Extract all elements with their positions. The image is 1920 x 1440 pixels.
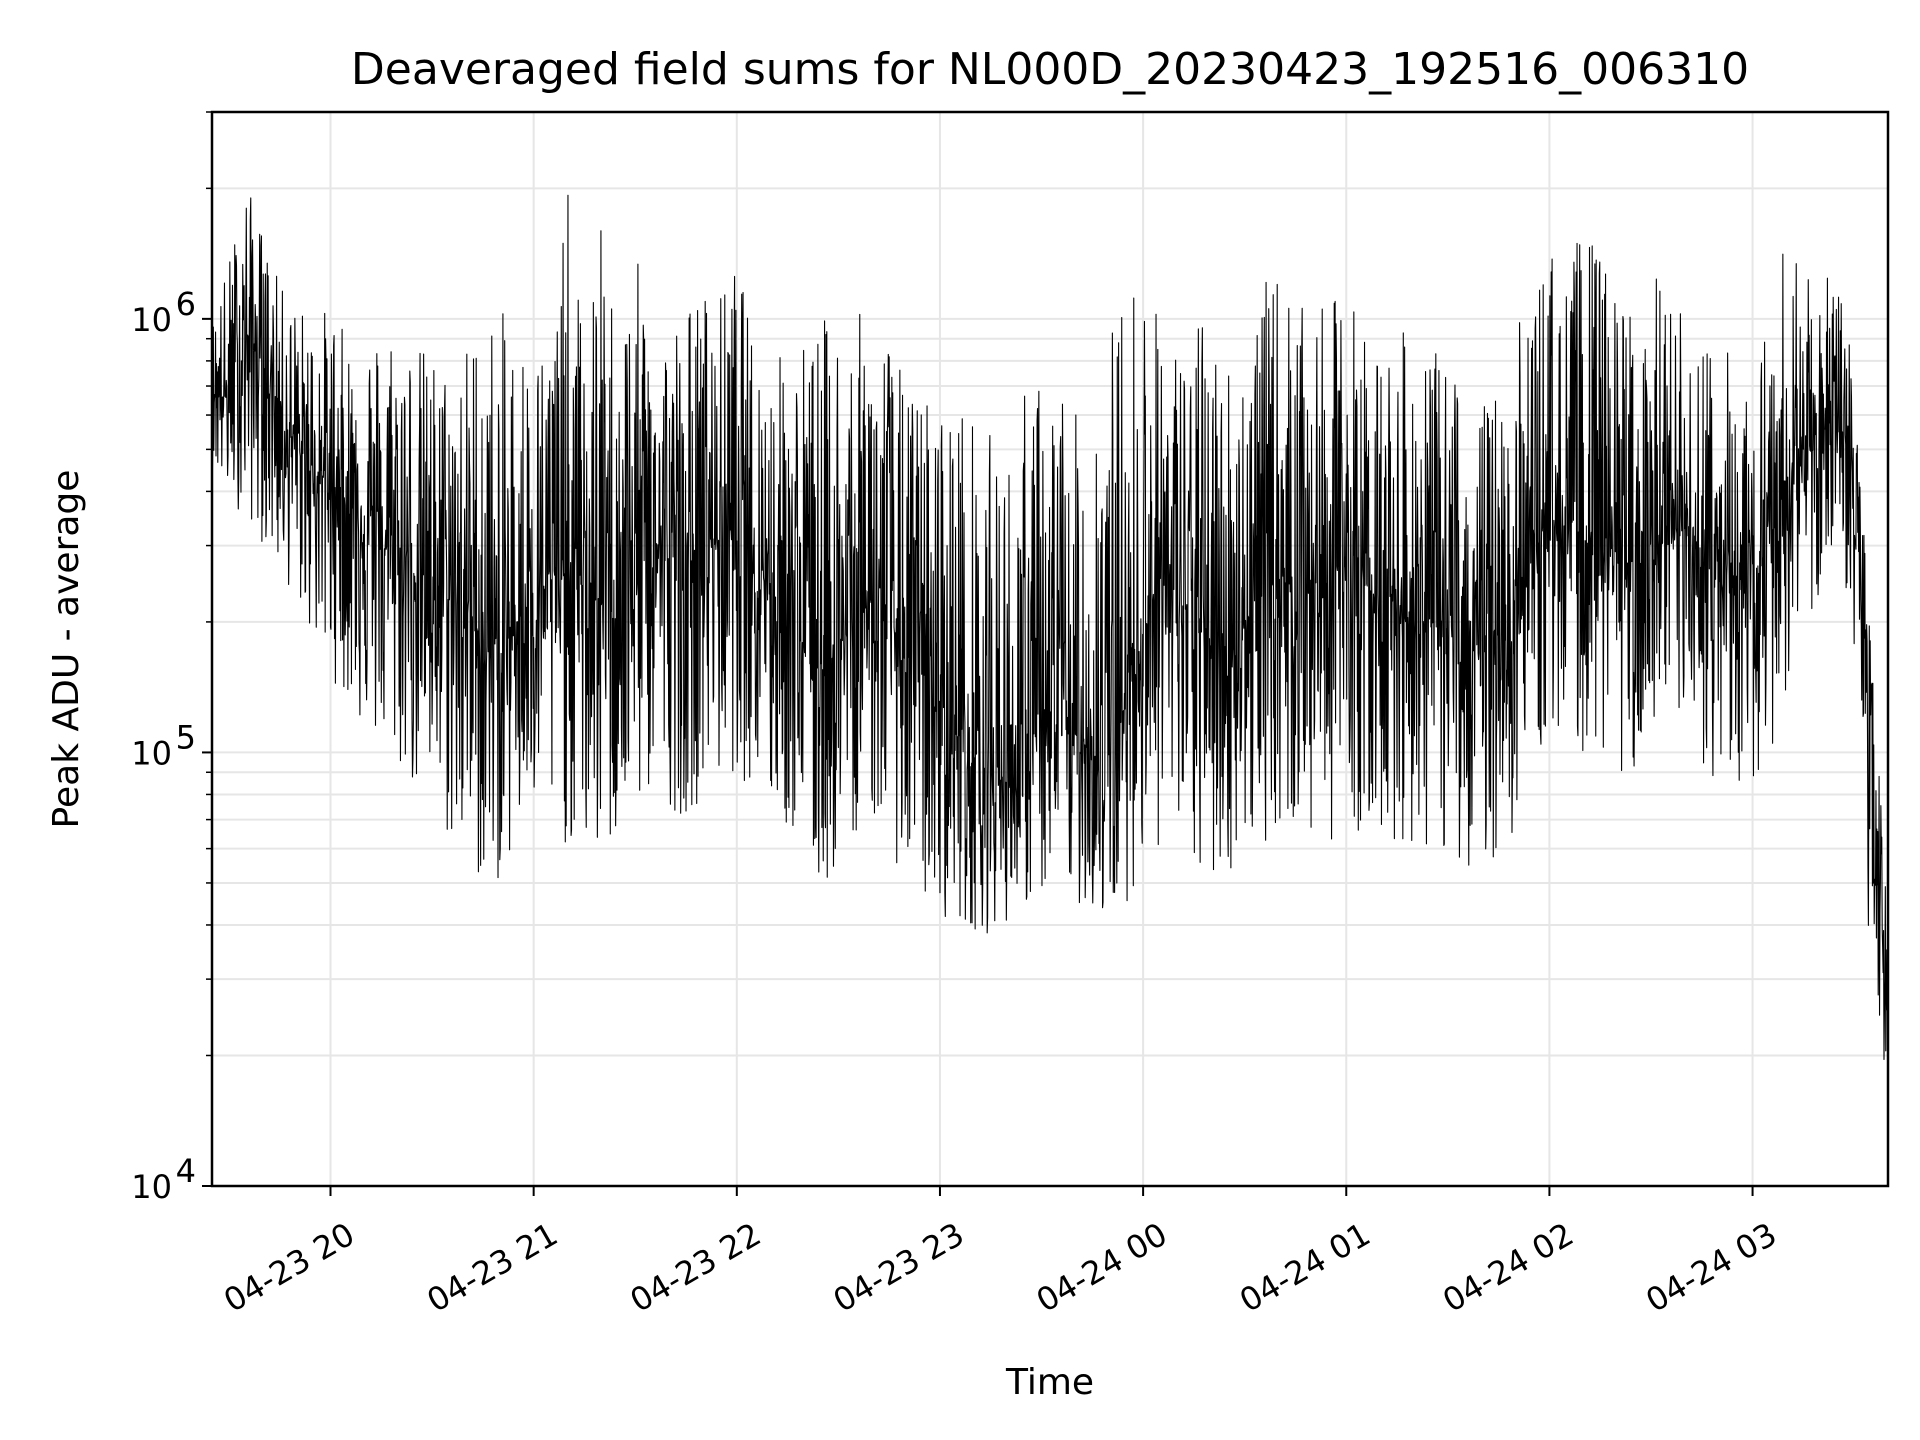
x-axis-title: Time [1005,1362,1094,1403]
y-axis-title: Peak ADU - average [46,470,87,829]
y-tick-exponent: 4 [176,1152,196,1190]
y-tick-base: 10 [131,1168,172,1206]
y-tick-base: 10 [131,301,172,339]
y-tick-label: 10 [131,734,172,772]
y-tick-base: 10 [131,734,172,772]
y-tick-label: 10 [131,1168,172,1206]
y-tick-exponent: 6 [176,285,196,323]
series-line [211,194,1889,1061]
series-trace [211,194,1889,1061]
y-tick-label: 10 [131,301,172,339]
y-tick-exponent: 5 [176,718,196,756]
chart-title: Deaveraged field sums for NL000D_2023042… [351,44,1749,95]
plot-frame [210,110,1890,1188]
